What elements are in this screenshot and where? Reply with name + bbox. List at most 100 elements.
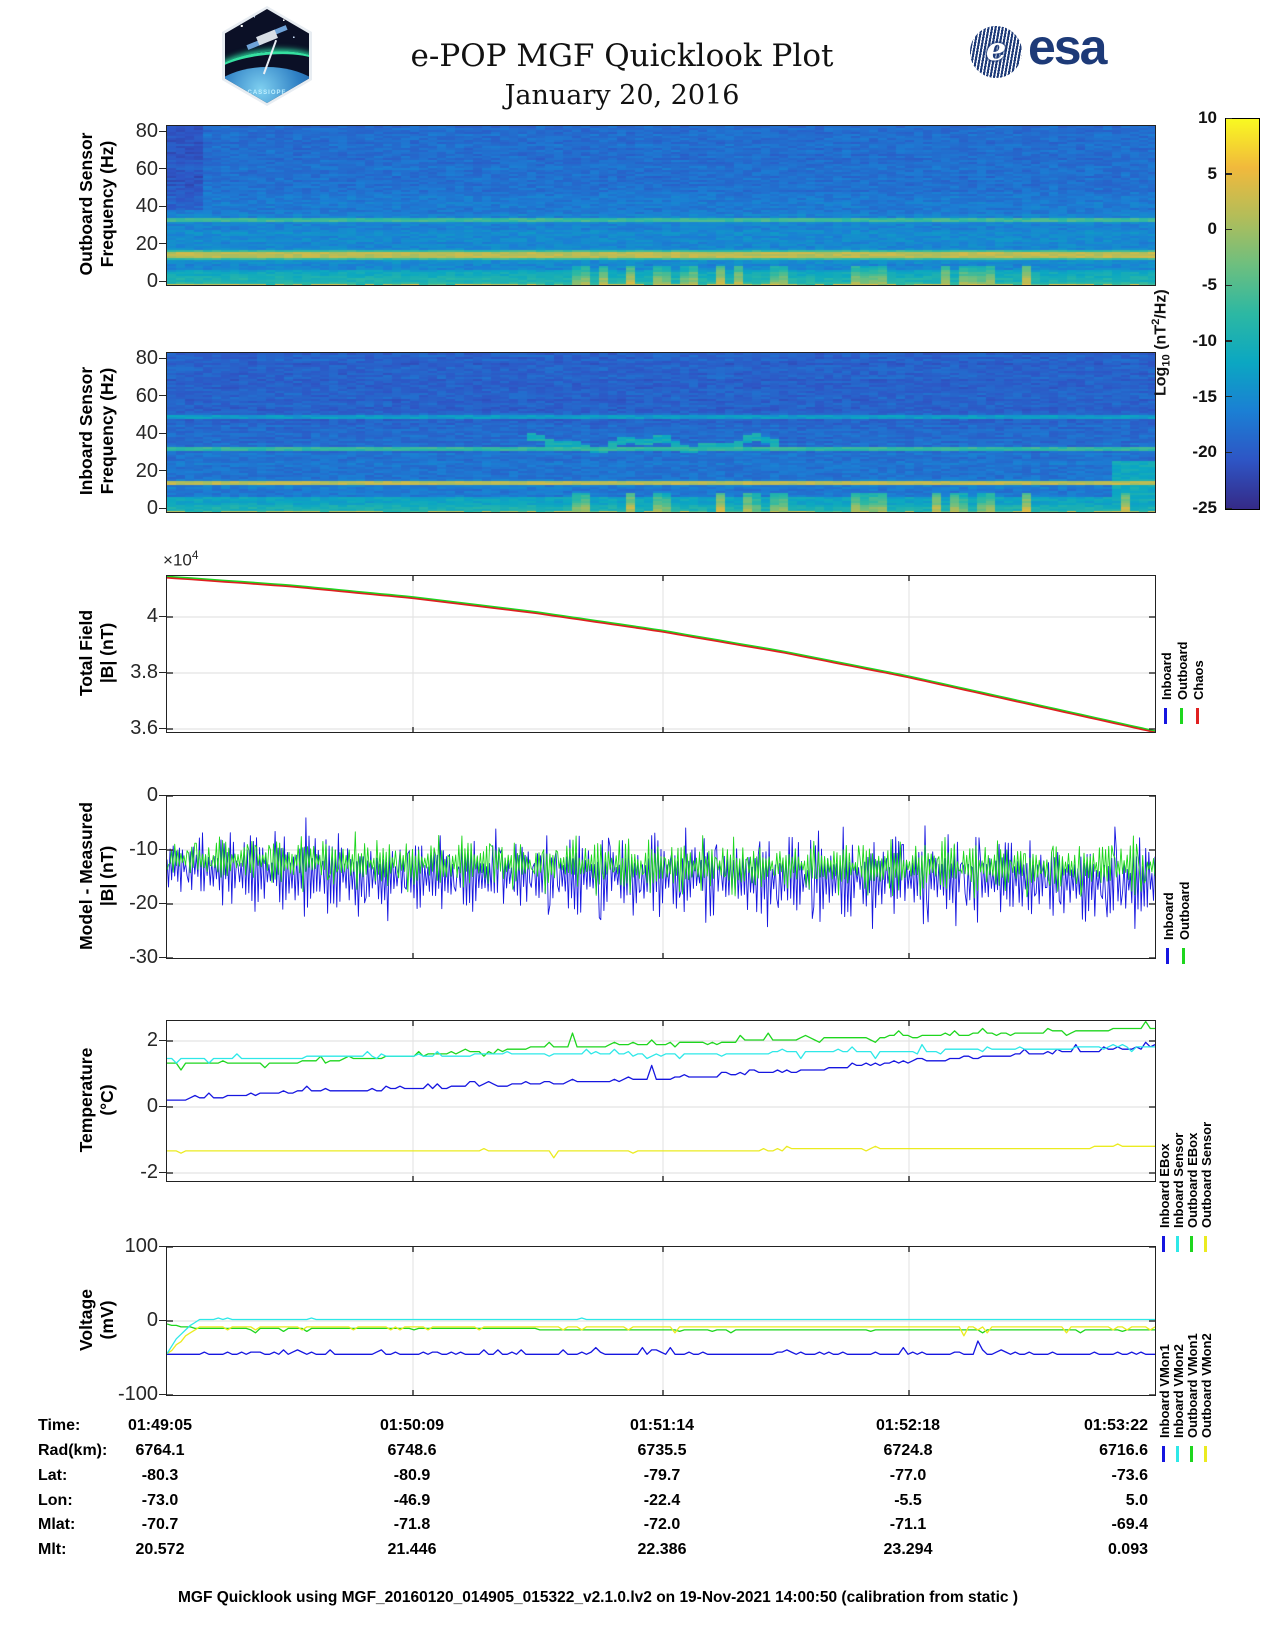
table-cell: -79.7 [643,1467,681,1484]
y-tick-mark [159,470,166,472]
y-tick-label: 20 [135,459,158,482]
y-tick-mark [159,1039,166,1041]
y-tick-mark [159,432,166,434]
legend-label-voltage: Outboard VMon1 [1185,1333,1200,1438]
table-cell: -70.7 [141,1516,179,1533]
y-tick-label: 3.8 [130,661,158,683]
table-cell: -22.4 [643,1492,681,1509]
colorbar-tick-label: -20 [1192,442,1217,462]
legend-marker-voltage [1176,1446,1179,1462]
table-cell: -72.0 [643,1516,681,1533]
colorbar-tick-label: -10 [1192,330,1217,350]
y-tick-mark [159,507,166,509]
legend-label-voltage: Inboard VMon2 [1171,1344,1186,1438]
y-tick-mark [159,130,166,132]
y-tick-label: 40 [135,195,158,217]
y-tick-label: 2 [146,1029,158,1051]
series-inboard-ebox-line [167,1041,1155,1101]
table-cell: 20.572 [135,1541,185,1558]
series-inboard-line [167,576,1155,732]
legend-marker-temperature [1190,1236,1193,1252]
y-tick-mark [159,1171,166,1173]
legend-label-temperature: Outboard Sensor [1199,1121,1214,1228]
y-tick-mark [159,902,166,904]
legend-marker-total_field [1196,708,1199,724]
y-tick-mark [159,357,166,359]
table-cell: 01:50:09 [379,1417,445,1434]
page-subtitle: January 20, 2016 [504,80,740,111]
table-cell: 23.294 [883,1541,933,1558]
table-cell: -80.3 [141,1467,179,1484]
table-cell: -71.8 [393,1516,431,1533]
esa-globe-e: e [985,30,1007,68]
y-tick-mark [159,1105,166,1107]
y-tick-mark [159,395,166,397]
legend-label-model_measured: Outboard [1177,881,1192,941]
mult-times: × [163,550,173,570]
colorbar-tick-label: -15 [1192,386,1217,406]
voltage-plot [166,1246,1156,1396]
temperature-svg [167,1021,1155,1181]
model-measured-svg [167,796,1155,958]
y-tick-label: 80 [135,120,158,142]
colorbar-tick-label: 10 [1198,108,1217,127]
y-tick-label: 100 [124,1235,158,1257]
table-cell: 6748.6 [387,1442,437,1459]
table-cell: -73.6 [1111,1467,1148,1484]
inboard-spectrogram-canvas [167,353,1155,512]
y-tick-label: -100 [117,1383,158,1405]
colorbar-tick-mark [1226,396,1232,398]
y-tick-label: 3.6 [130,717,158,739]
legend-label-voltage: Outboard VMon2 [1199,1333,1214,1438]
table-cell: 6764.1 [135,1442,185,1459]
table-cell: 01:53:22 [1083,1417,1148,1434]
cassiope-patch-label: CASSIOPE [247,90,287,97]
total-field-plot [166,575,1156,733]
series-outboard-ebox-line [167,1021,1155,1071]
total-field-svg [167,576,1155,732]
table-cell: 21.446 [387,1541,437,1558]
legend-marker-total_field [1180,708,1183,724]
footer-caption: MGF Quicklook using MGF_20160120_014905_… [178,1589,1018,1606]
legend-marker-voltage [1162,1446,1165,1462]
axis-exponent-multiplier: ×104 [163,548,198,571]
series-outboard-sensor-line [167,1143,1155,1159]
y-tick-mark [159,956,166,958]
colorbar-tick-mark [1226,228,1232,231]
y-tick-label: -10 [129,838,158,860]
table-cell: -77.0 [889,1467,927,1484]
table-row-label: Mlat: [38,1516,76,1533]
colorbar-tick-mark [1226,451,1232,454]
y-tick-label: 80 [135,347,158,369]
y-tick-mark [159,243,166,245]
legend-label-total_field: Outboard [1175,641,1190,701]
y-axis-label-model-measured: Model - Measured |B| (nT) [76,802,118,950]
y-tick-mark [159,727,166,729]
y-tick-label: 0 [146,1309,158,1331]
table-cell: -5.5 [894,1492,922,1509]
colorbar-tick-label: 0 [1207,219,1217,239]
cbar-label-part: 2 [1150,318,1162,325]
series-inboard-sensor-line [167,1043,1155,1064]
ylab-line: |B| (nT) [97,845,117,907]
esa-globe-icon: e [970,26,1022,78]
y-tick-label: 0 [146,497,158,519]
table-cell: 01:52:18 [875,1417,941,1434]
table-cell: 22.386 [637,1541,687,1558]
table-cell: 01:51:14 [629,1417,695,1434]
legend-label-voltage: Inboard VMon1 [1157,1344,1172,1438]
outboard-spectrogram-canvas [167,126,1155,285]
table-cell: -80.9 [393,1467,431,1484]
legend-marker-voltage [1190,1446,1193,1462]
esa-wordmark: esa [1028,19,1107,75]
legend-marker-temperature [1176,1236,1179,1252]
y-tick-label: -20 [129,892,158,914]
table-cell: 6735.5 [637,1442,687,1459]
legend-label-model_measured: Inboard [1161,892,1176,940]
page-title: e-POP MGF Quicklook Plot [410,38,834,74]
y-tick-mark [159,671,166,673]
legend-label-temperature: Inboard EBox [1157,1143,1172,1228]
colorbar-tick-mark [1226,173,1232,175]
mult-exp: 4 [191,548,199,562]
y-tick-label: 20 [135,232,158,255]
